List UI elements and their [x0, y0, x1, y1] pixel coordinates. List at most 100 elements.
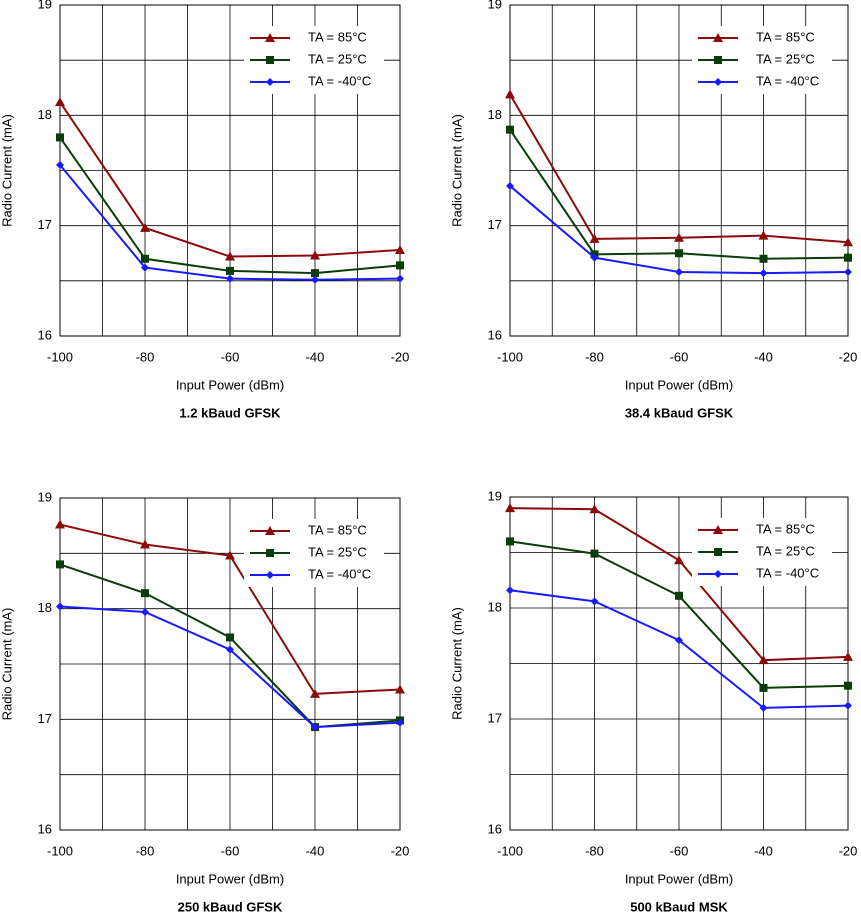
x-tick-label: -20	[391, 843, 410, 858]
y-tick-label: 18	[38, 600, 52, 615]
y-tick-label: 17	[488, 710, 502, 725]
data-point	[674, 232, 684, 242]
data-point	[844, 681, 852, 690]
data-point	[140, 539, 150, 549]
legend-label: TA = 25°C	[308, 51, 367, 66]
y-tick-label: 17	[488, 217, 502, 232]
data-point	[225, 251, 235, 261]
legend-marker	[713, 525, 723, 534]
x-tick-label: -80	[585, 349, 604, 364]
data-point	[56, 133, 64, 142]
legend-marker	[713, 33, 723, 42]
y-tick-label: 17	[38, 217, 52, 232]
y-tick-label: 16	[38, 821, 52, 836]
data-point	[675, 249, 683, 258]
x-tick-label: -40	[754, 349, 773, 364]
x-axis-label: Input Power (dBm)	[625, 871, 733, 886]
data-point	[505, 89, 515, 99]
data-point	[311, 269, 319, 278]
data-point	[226, 645, 234, 654]
y-axis-label: Radio Current (mA)	[449, 114, 464, 227]
chart-title: 250 kBaud GFSK	[178, 899, 283, 914]
y-tick-label: 19	[38, 0, 52, 11]
data-point	[226, 274, 234, 283]
data-point	[310, 688, 320, 698]
x-axis-label: Input Power (dBm)	[176, 377, 284, 392]
data-point	[589, 233, 600, 243]
y-tick-label: 16	[38, 327, 52, 342]
legend-marker	[266, 56, 274, 64]
x-tick-label: -100	[47, 843, 73, 858]
legend-marker	[265, 526, 275, 535]
x-tick-label: -20	[839, 349, 858, 364]
legend-label: TA = 25°C	[308, 544, 367, 559]
data-point	[674, 555, 684, 565]
legend-marker	[266, 78, 274, 86]
data-point	[56, 560, 64, 569]
x-tick-label: -80	[136, 843, 155, 858]
data-point	[675, 591, 683, 600]
data-point	[310, 250, 320, 260]
x-tick-label: -60	[221, 843, 240, 858]
y-axis-label: Radio Current (mA)	[0, 114, 14, 227]
data-point	[140, 222, 150, 232]
x-tick-label: -20	[391, 349, 410, 364]
chart-title: 1.2 kBaud GFSK	[179, 405, 281, 420]
legend-label: TA = 85°C	[756, 29, 815, 44]
data-point	[844, 701, 852, 710]
x-tick-label: -20	[839, 843, 858, 858]
data-point	[589, 504, 600, 514]
data-point	[141, 589, 149, 598]
data-point	[675, 636, 683, 645]
legend-marker	[714, 548, 722, 556]
y-tick-label: 18	[38, 107, 52, 122]
data-point	[55, 97, 65, 107]
legend-label: TA = 25°C	[756, 543, 815, 558]
legend-label: TA = -40°C	[756, 565, 819, 580]
y-axis-label: Radio Current (mA)	[449, 607, 464, 720]
data-point	[759, 683, 768, 692]
data-point	[141, 254, 149, 263]
y-tick-label: 19	[488, 488, 502, 503]
data-point	[758, 230, 769, 240]
y-tick-label: 16	[488, 327, 502, 342]
data-point	[311, 275, 319, 284]
data-point	[396, 261, 404, 270]
legend-marker	[714, 56, 722, 64]
x-tick-label: -40	[306, 349, 325, 364]
x-tick-label: -40	[754, 843, 773, 858]
x-tick-label: -60	[221, 349, 240, 364]
data-point	[759, 269, 768, 278]
x-tick-label: -100	[47, 349, 73, 364]
legend-label: TA = 85°C	[308, 522, 367, 537]
data-point	[55, 519, 65, 529]
y-axis-label: Radio Current (mA)	[0, 608, 14, 721]
data-point	[505, 503, 515, 513]
data-point	[675, 268, 683, 277]
x-tick-label: -40	[306, 843, 325, 858]
legend-marker	[265, 33, 275, 42]
data-point	[506, 181, 514, 190]
data-point	[141, 263, 149, 272]
data-point	[506, 586, 514, 595]
data-point	[396, 274, 404, 283]
x-tick-label: -60	[670, 843, 689, 858]
data-point	[395, 684, 405, 694]
data-point	[759, 703, 768, 712]
data-point	[56, 602, 64, 611]
y-tick-label: 19	[38, 489, 52, 504]
data-point	[396, 718, 404, 727]
x-tick-label: -100	[497, 843, 523, 858]
x-tick-label: -80	[136, 349, 155, 364]
plot-frame	[59, 4, 401, 337]
data-point	[590, 597, 599, 606]
x-axis-label: Input Power (dBm)	[176, 871, 284, 886]
legend-label: TA = 85°C	[308, 29, 367, 44]
data-point	[311, 723, 319, 732]
data-point	[590, 549, 599, 558]
data-point	[590, 253, 599, 262]
chart-title: 38.4 kBaud GFSK	[625, 405, 734, 420]
data-point	[844, 268, 852, 277]
x-axis-label: Input Power (dBm)	[625, 377, 733, 392]
data-point	[226, 633, 234, 642]
